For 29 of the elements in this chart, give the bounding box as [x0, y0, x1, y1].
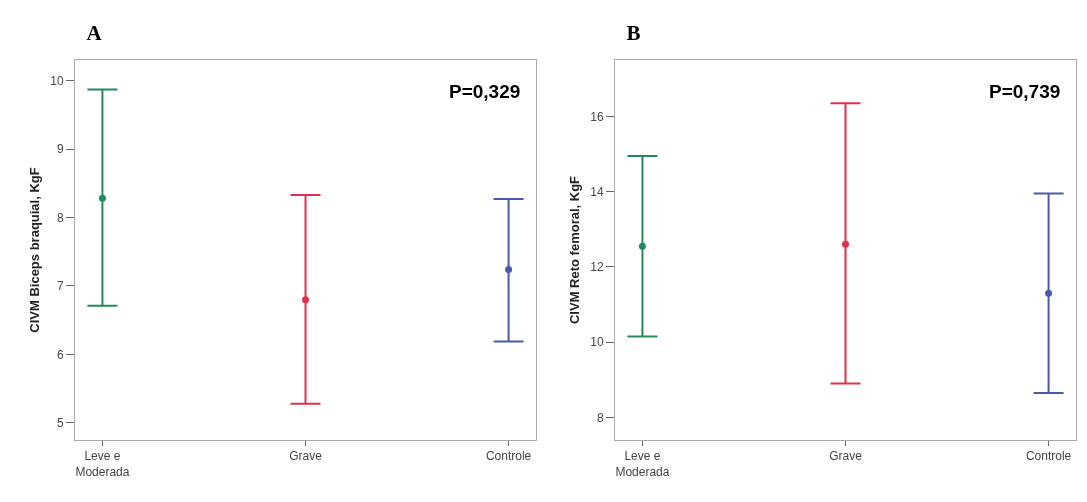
- point: [842, 240, 849, 248]
- y-tick-label: 7: [56, 279, 64, 294]
- y-tick-label: 14: [590, 184, 604, 199]
- point: [302, 296, 309, 304]
- x-tick-label: Leve e Moderada: [615, 449, 670, 479]
- annotation: P=0,329: [449, 81, 521, 102]
- chart-title: B: [626, 20, 641, 45]
- y-axis-title: CIVM Biceps braquial, KgF: [27, 167, 42, 333]
- y-tick-label: 10: [50, 73, 64, 88]
- point: [505, 266, 513, 274]
- x-tick-label: Leve e Moderada: [75, 449, 130, 479]
- y-tick-label: 6: [56, 347, 64, 362]
- x-tick-label: Grave: [829, 449, 863, 464]
- y-tick-label: 10: [590, 335, 604, 350]
- x-tick-label: Controle: [1025, 449, 1072, 464]
- y-axis-title: CIVM Reto femoral, KgF: [567, 175, 582, 325]
- y-tick-label: 16: [590, 109, 604, 124]
- chart-title: A: [86, 20, 103, 45]
- x-tick-label: Grave: [289, 449, 323, 464]
- y-tick-label: 8: [596, 410, 604, 425]
- annotation: P=0,739: [989, 81, 1061, 102]
- x-tick-label: Controle: [485, 449, 532, 464]
- point: [638, 242, 646, 250]
- y-tick-label: 9: [56, 142, 64, 157]
- y-tick-label: 8: [56, 210, 64, 225]
- y-tick-label: 12: [590, 260, 604, 275]
- point: [98, 194, 106, 202]
- point: [1045, 289, 1053, 297]
- y-tick-label: 5: [56, 416, 64, 431]
